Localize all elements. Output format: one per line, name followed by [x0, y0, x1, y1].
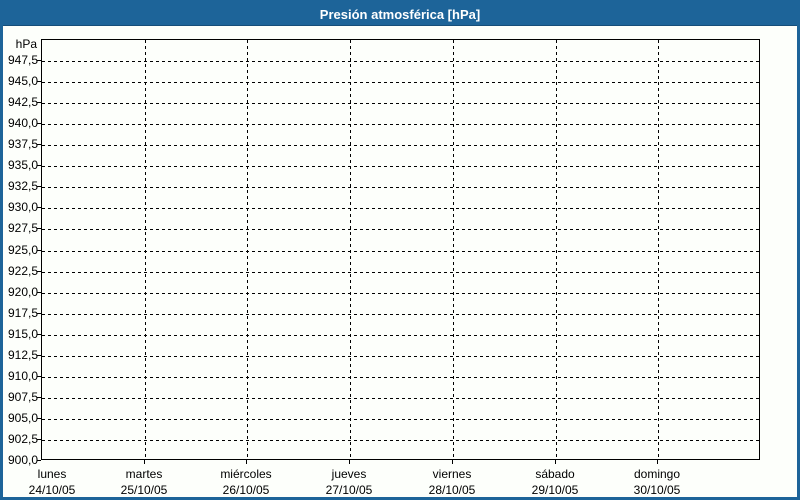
- x-tick-mark: [144, 460, 145, 464]
- vertical-gridline: [556, 40, 557, 459]
- x-date-label: 26/10/05: [222, 483, 270, 497]
- y-tick-label: 935,0: [7, 158, 38, 172]
- y-tick-label: 910,0: [7, 369, 38, 383]
- y-tick-mark: [37, 334, 41, 335]
- horizontal-gridline: [42, 103, 759, 104]
- x-tick-mark: [349, 460, 350, 464]
- horizontal-gridline: [42, 293, 759, 294]
- horizontal-gridline: [42, 251, 759, 252]
- y-tick-label: 947,5: [7, 53, 38, 67]
- plot-area: [41, 39, 760, 460]
- chart-area: hPa 947,5 945,0 942,5 940,0 937,5 935,0 932,5 9…: [3, 26, 797, 497]
- y-tick-mark: [37, 102, 41, 103]
- x-tick-mark: [555, 460, 556, 464]
- horizontal-gridline: [42, 229, 759, 230]
- x-day-label: lunes: [37, 467, 67, 481]
- horizontal-gridline: [42, 272, 759, 273]
- y-tick-label: 930,0: [7, 200, 38, 214]
- horizontal-gridline: [42, 356, 759, 357]
- y-tick-label: 915,0: [7, 327, 38, 341]
- horizontal-gridline: [42, 377, 759, 378]
- x-date-label: 27/10/05: [325, 483, 373, 497]
- title-bar: Presión atmosférica [hPa]: [3, 3, 797, 26]
- y-tick-mark: [37, 186, 41, 187]
- y-tick-mark: [37, 460, 41, 461]
- y-tick-mark: [37, 376, 41, 377]
- horizontal-gridline: [42, 440, 759, 441]
- y-tick-mark: [37, 397, 41, 398]
- y-tick-mark: [37, 418, 41, 419]
- vertical-gridline: [453, 40, 454, 459]
- vertical-gridline: [145, 40, 146, 459]
- y-tick-mark: [37, 123, 41, 124]
- y-tick-label: 925,0: [7, 243, 38, 257]
- y-tick-label: 907,5: [7, 390, 38, 404]
- horizontal-gridline: [42, 398, 759, 399]
- y-tick-mark: [37, 60, 41, 61]
- y-tick-label: 937,5: [7, 137, 38, 151]
- y-tick-label: 900,0: [7, 453, 38, 467]
- x-day-label: martes: [125, 467, 163, 481]
- vertical-gridline: [658, 40, 659, 459]
- y-tick-label: 945,0: [7, 74, 38, 88]
- y-tick-mark: [37, 355, 41, 356]
- y-tick-mark: [37, 228, 41, 229]
- y-tick-label: 940,0: [7, 116, 38, 130]
- horizontal-gridline: [42, 61, 759, 62]
- y-tick-mark: [37, 207, 41, 208]
- y-tick-label: 922,5: [7, 264, 38, 278]
- x-day-label: domingo: [633, 467, 681, 481]
- y-tick-mark: [37, 439, 41, 440]
- x-tick-mark: [657, 460, 658, 464]
- x-date-label: 29/10/05: [531, 483, 579, 497]
- horizontal-gridline: [42, 166, 759, 167]
- y-tick-mark: [37, 250, 41, 251]
- x-day-label: viernes: [432, 467, 472, 481]
- x-day-label: sábado: [535, 467, 575, 481]
- x-date-label: 30/10/05: [633, 483, 681, 497]
- y-tick-label: 902,5: [7, 432, 38, 446]
- y-tick-mark: [37, 271, 41, 272]
- y-axis-unit-label: hPa: [15, 37, 37, 51]
- y-tick-mark: [37, 165, 41, 166]
- chart-title: Presión atmosférica [hPa]: [319, 7, 481, 22]
- x-tick-mark: [246, 460, 247, 464]
- x-tick-mark: [452, 460, 453, 464]
- x-date-label: 24/10/05: [28, 483, 76, 497]
- horizontal-gridline: [42, 187, 759, 188]
- y-tick-label: 912,5: [7, 348, 38, 362]
- horizontal-gridline: [42, 335, 759, 336]
- horizontal-gridline: [42, 82, 759, 83]
- y-tick-label: 905,0: [7, 411, 38, 425]
- horizontal-gridline: [42, 208, 759, 209]
- vertical-gridline: [350, 40, 351, 459]
- horizontal-gridline: [42, 314, 759, 315]
- horizontal-gridline: [42, 124, 759, 125]
- y-tick-mark: [37, 144, 41, 145]
- x-day-label: jueves: [331, 467, 367, 481]
- y-tick-label: 917,5: [7, 306, 38, 320]
- y-tick-mark: [37, 292, 41, 293]
- y-tick-mark: [37, 81, 41, 82]
- y-tick-label: 927,5: [7, 221, 38, 235]
- y-tick-mark: [37, 313, 41, 314]
- horizontal-gridline: [42, 145, 759, 146]
- vertical-gridline: [247, 40, 248, 459]
- horizontal-gridline: [42, 419, 759, 420]
- x-day-label: miércoles: [220, 467, 272, 481]
- y-tick-label: 932,5: [7, 179, 38, 193]
- x-date-label: 28/10/05: [428, 483, 476, 497]
- y-tick-label: 942,5: [7, 95, 38, 109]
- y-tick-label: 920,0: [7, 285, 38, 299]
- x-date-label: 25/10/05: [120, 483, 168, 497]
